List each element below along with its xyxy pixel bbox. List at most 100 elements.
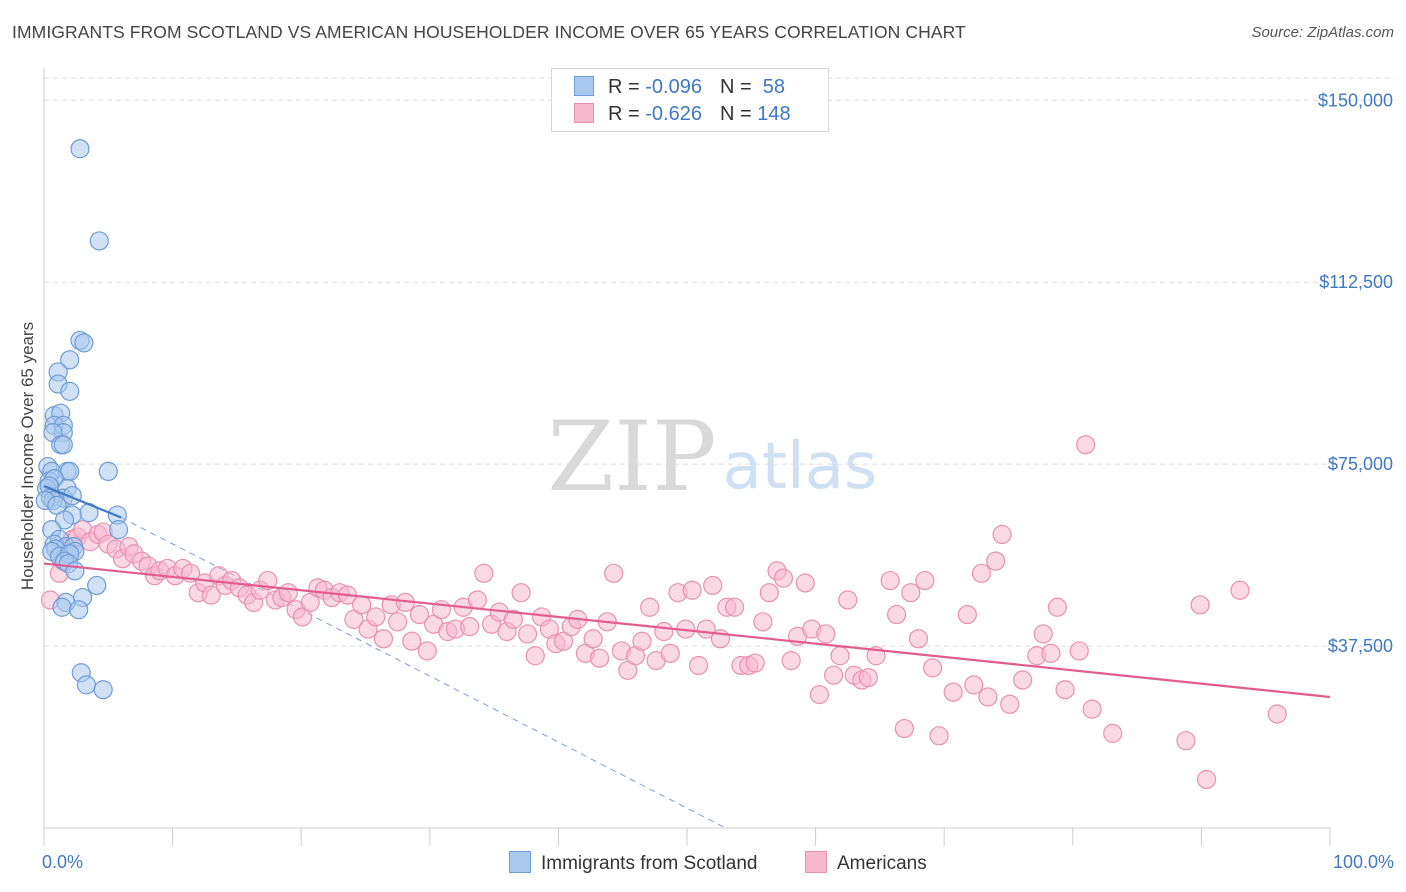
americans-point xyxy=(1033,624,1053,644)
americans-point xyxy=(943,682,963,702)
americans-point xyxy=(388,612,408,632)
americans-point xyxy=(467,590,487,610)
americans-point xyxy=(278,583,298,603)
scotland-point xyxy=(87,575,107,596)
americans-point xyxy=(929,726,949,746)
americans-point xyxy=(759,583,779,603)
americans-point xyxy=(1190,595,1210,615)
legend-r-label: R = xyxy=(608,76,646,98)
scotland-point xyxy=(60,350,80,370)
americans-point xyxy=(1013,670,1033,690)
legend-row-scotland: R = -0.096 N = 58 xyxy=(574,76,785,100)
legend-swatch-americans xyxy=(574,103,594,123)
americans-point xyxy=(923,658,943,678)
americans-point xyxy=(978,687,998,707)
americans-point xyxy=(1230,580,1250,600)
americans-point xyxy=(816,624,836,644)
americans-point xyxy=(1267,704,1287,724)
americans-point xyxy=(201,585,221,605)
chart-title: IMMIGRANTS FROM SCOTLAND VS AMERICAN HOU… xyxy=(12,22,966,42)
source-label: Source: ZipAtlas.com xyxy=(1251,24,1394,41)
americans-point xyxy=(654,621,674,642)
americans-point xyxy=(1082,699,1102,719)
y-tick-label: $37,500 xyxy=(1328,636,1393,656)
americans-point xyxy=(703,575,723,596)
americans-point xyxy=(795,573,815,593)
americans-point xyxy=(688,655,709,676)
americans-point xyxy=(352,595,372,615)
scotland-point xyxy=(98,461,118,482)
americans-point xyxy=(964,675,984,695)
bottom-legend-americans[interactable]: Americans xyxy=(805,851,927,875)
americans-point xyxy=(640,597,660,617)
americans-point xyxy=(1000,694,1020,714)
scotland-point xyxy=(65,561,85,581)
scotland-point xyxy=(69,600,89,620)
americans-point xyxy=(1047,597,1067,617)
scotland-point xyxy=(93,680,113,700)
americans-point xyxy=(781,651,801,671)
americans-point xyxy=(830,646,850,666)
scotland-point xyxy=(54,510,75,530)
americans-point xyxy=(745,653,765,673)
americans-point xyxy=(1041,643,1061,663)
americans-point xyxy=(589,648,610,668)
bottom-legend-label-scotland: Immigrants from Scotland xyxy=(541,853,758,874)
americans-point xyxy=(809,684,830,705)
legend-r-label: R = xyxy=(608,103,646,125)
americans-point xyxy=(901,583,921,603)
americans-point xyxy=(503,609,523,629)
americans-point xyxy=(773,568,794,588)
americans-point xyxy=(858,667,878,688)
y-axis-title: Householder Income Over 65 years xyxy=(18,321,37,591)
x-tick-left: 0.0% xyxy=(42,852,84,872)
legend-swatch-scotland xyxy=(574,76,594,96)
americans-point xyxy=(724,597,745,617)
americans-point xyxy=(583,629,603,649)
bottom-legend-swatch-scotland xyxy=(509,851,531,873)
americans-point xyxy=(258,570,278,591)
bottom-legend-scotland[interactable]: Immigrants from Scotland xyxy=(509,851,757,875)
americans-point xyxy=(402,631,422,651)
grid xyxy=(44,77,1395,647)
trend-lines xyxy=(43,484,1331,699)
americans-point xyxy=(887,604,907,625)
americans-point xyxy=(517,624,538,644)
americans-point xyxy=(971,563,992,583)
legend-n-value: 148 xyxy=(757,103,791,125)
legend-r-value: -0.096 xyxy=(645,76,702,98)
watermark-zip: ZIP xyxy=(547,401,716,513)
axes xyxy=(43,68,1331,846)
scotland-point xyxy=(60,381,80,401)
americans-point xyxy=(682,580,702,600)
americans-point xyxy=(604,563,624,583)
americans-point xyxy=(1076,435,1096,455)
americans-point xyxy=(838,590,858,610)
americans-point xyxy=(880,570,900,591)
scotland-point xyxy=(89,231,109,251)
americans-point xyxy=(908,629,929,649)
x-tick-right: 100.0% xyxy=(1332,852,1394,872)
americans-point xyxy=(894,718,914,739)
americans-point xyxy=(957,604,977,625)
scotland-point xyxy=(52,597,72,617)
americans-point xyxy=(366,607,386,627)
americans-point xyxy=(409,604,430,625)
americans-point xyxy=(373,629,394,649)
bottom-legend-label-americans: Americans xyxy=(837,853,927,874)
americans-trend-line xyxy=(43,562,1331,699)
americans-point xyxy=(511,583,531,603)
scotland-point xyxy=(108,520,129,540)
americans-point xyxy=(986,551,1006,571)
scotland-trend-line xyxy=(43,484,122,519)
y-tick-label: $150,000 xyxy=(1318,90,1393,110)
y-tick-label: $112,500 xyxy=(1319,272,1393,292)
americans-point xyxy=(824,665,844,685)
americans-point xyxy=(1103,723,1123,743)
legend: R = -0.096 N = 58 R = -0.626 N = 148 xyxy=(551,68,829,132)
legend-n-value: 58 xyxy=(757,76,786,98)
legend-row-americans: R = -0.626 N = 148 xyxy=(574,103,791,127)
y-tick-labels: $37,500 $75,000 $112,500 $150,000 xyxy=(1318,90,1393,656)
americans-point xyxy=(915,570,935,591)
